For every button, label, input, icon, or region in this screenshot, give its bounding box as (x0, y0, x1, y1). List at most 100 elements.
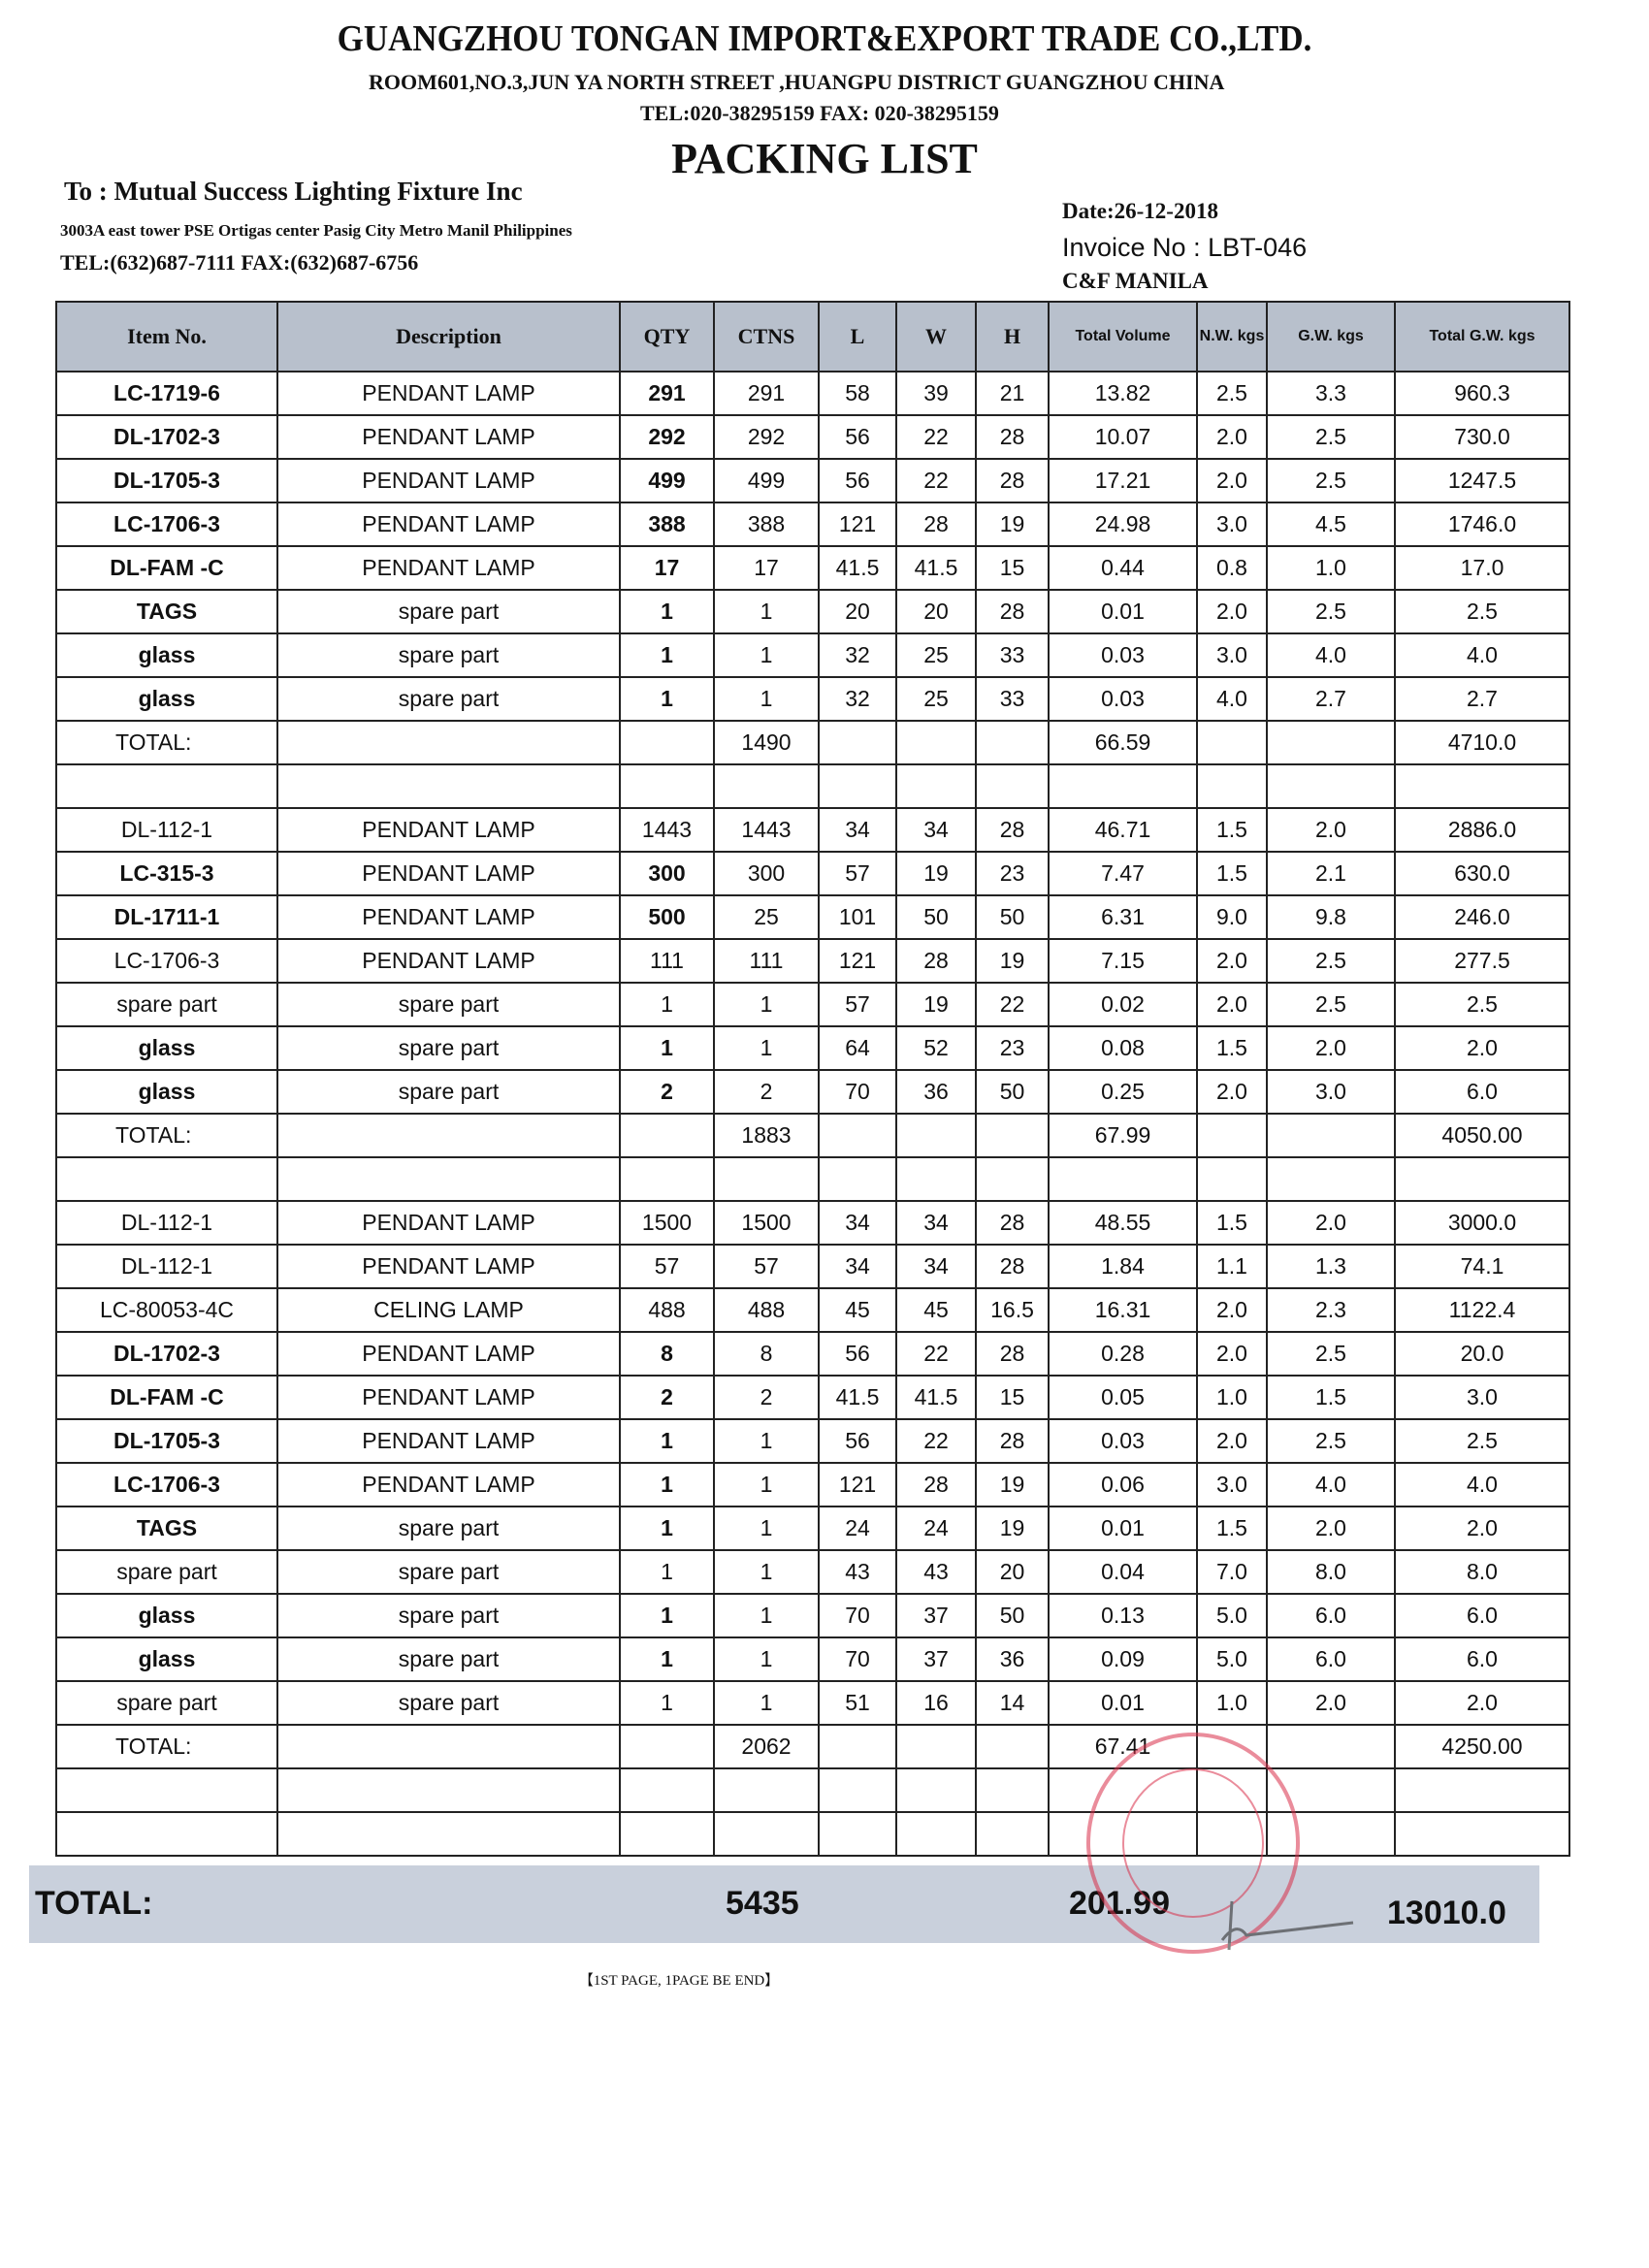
table-cell: 1490 (713, 720, 820, 765)
table-cell: 0.03 (1048, 632, 1198, 678)
signature (1220, 1900, 1354, 1951)
table-cell: 1.0 (1266, 545, 1396, 591)
table-cell: PENDANT LAMP (276, 938, 621, 984)
table-cell: DL-112-1 (55, 1200, 278, 1246)
recipient-contact: TEL:(632)687-7111 FAX:(632)687-6756 (60, 250, 419, 275)
table-cell: 33 (975, 676, 1050, 722)
table-cell: TOTAL: (55, 720, 278, 765)
table-cell: 0.13 (1048, 1593, 1198, 1638)
table-cell: 36 (895, 1069, 977, 1115)
table-cell: 7.15 (1048, 938, 1198, 984)
table-cell: 22 (975, 982, 1050, 1027)
table-cell: 499 (713, 458, 820, 503)
table-cell: 56 (818, 1418, 897, 1464)
table-cell: 1 (619, 1025, 715, 1071)
table-cell: DL-1702-3 (55, 414, 278, 460)
table-cell: spare part (55, 1549, 278, 1595)
table-cell (276, 1767, 621, 1813)
table-cell: 2.0 (1196, 1069, 1268, 1115)
table-cell: PENDANT LAMP (276, 894, 621, 940)
table-cell: 1883 (713, 1113, 820, 1158)
table-row: DL-1702-3 PENDANT LAMP 8 8 56 22 28 0.28 2.0 2.5 2… (55, 1331, 1570, 1377)
table-cell (619, 763, 715, 809)
table-cell: 1247.5 (1394, 458, 1570, 503)
table-cell: 25 (895, 676, 977, 722)
table-cell: 0.01 (1048, 1506, 1198, 1551)
table-cell: 291 (619, 371, 715, 416)
table-cell: 101 (818, 894, 897, 940)
table-cell (1266, 1724, 1396, 1769)
table-cell: DL-112-1 (55, 807, 278, 853)
table-cell: 1 (713, 1025, 820, 1071)
table-cell: 8 (713, 1331, 820, 1377)
table-cell: 24 (895, 1506, 977, 1551)
table-cell: 1 (619, 589, 715, 634)
table-cell: PENDANT LAMP (276, 1375, 621, 1420)
table-cell (1394, 1811, 1570, 1857)
table-cell: 2 (713, 1375, 820, 1420)
table-cell: 0.08 (1048, 1025, 1198, 1071)
invoice-number: Invoice No : LBT-046 (1062, 233, 1308, 262)
table-cell (276, 1811, 621, 1857)
table-cell: 8.0 (1394, 1549, 1570, 1595)
table-cell: glass (55, 632, 278, 678)
table-cell: 70 (818, 1636, 897, 1682)
table-cell: spare part (276, 1069, 621, 1115)
table-cell (1196, 1811, 1268, 1857)
table-cell: DL-112-1 (55, 1244, 278, 1289)
table-row: glass spare part 1 1 32 25 33 0.03 4.0 2.7 2.7 (55, 676, 1570, 722)
table-cell: 2.0 (1196, 1287, 1268, 1333)
packing-table: Item No. Description QTY CTNS L W H Total Volum… (55, 301, 1570, 1857)
company-name: GUANGZHOU TONGAN IMPORT&EXPORT TRADE CO.… (337, 18, 1312, 59)
table-row: LC-1719-6 PENDANT LAMP 291 291 58 39 21 13.82 2.… (55, 371, 1570, 416)
table-cell (276, 1113, 621, 1158)
table-cell: 292 (619, 414, 715, 460)
table-cell: 52 (895, 1025, 977, 1071)
table-cell (895, 1811, 977, 1857)
column-header: QTY (619, 301, 715, 373)
table-cell (975, 1113, 1050, 1158)
table-cell (619, 1724, 715, 1769)
table-cell: 1 (619, 1593, 715, 1638)
table-cell: 8 (619, 1331, 715, 1377)
table-cell: 25 (713, 894, 820, 940)
table-cell: 67.41 (1048, 1724, 1198, 1769)
table-cell: 13.82 (1048, 371, 1198, 416)
table-cell: spare part (276, 1680, 621, 1726)
table-cell: 1 (619, 1418, 715, 1464)
table-cell: 6.0 (1394, 1636, 1570, 1682)
table-cell: 1 (619, 1506, 715, 1551)
table-cell: 10.07 (1048, 414, 1198, 460)
table-cell: 20.0 (1394, 1331, 1570, 1377)
table-cell (895, 720, 977, 765)
table-cell: 1 (713, 632, 820, 678)
table-cell: spare part (276, 1636, 621, 1682)
table-cell (975, 1767, 1050, 1813)
table-cell (1266, 763, 1396, 809)
table-cell (1196, 1156, 1268, 1202)
table-cell (619, 1811, 715, 1857)
table-cell: 1.1 (1196, 1244, 1268, 1289)
table-cell (1266, 1113, 1396, 1158)
table-cell: PENDANT LAMP (276, 851, 621, 896)
table-cell: LC-315-3 (55, 851, 278, 896)
table-cell: 2.5 (1394, 1418, 1570, 1464)
table-cell: 488 (713, 1287, 820, 1333)
table-cell: 1.5 (1196, 1506, 1268, 1551)
table-cell: 7.0 (1196, 1549, 1268, 1595)
table-cell: 19 (895, 851, 977, 896)
table-cell (1196, 763, 1268, 809)
table-cell: 1 (619, 982, 715, 1027)
table-cell: 0.25 (1048, 1069, 1198, 1115)
table-cell: 9.8 (1266, 894, 1396, 940)
table-cell (818, 720, 897, 765)
table-cell: 7.47 (1048, 851, 1198, 896)
table-cell: 46.71 (1048, 807, 1198, 853)
table-cell: 291 (713, 371, 820, 416)
recipient-address: 3003A east tower PSE Ortigas center Pasi… (60, 221, 572, 240)
table-cell: 1 (713, 676, 820, 722)
table-cell: 22 (895, 1418, 977, 1464)
table-cell: 56 (818, 1331, 897, 1377)
table-cell: 28 (975, 1200, 1050, 1246)
